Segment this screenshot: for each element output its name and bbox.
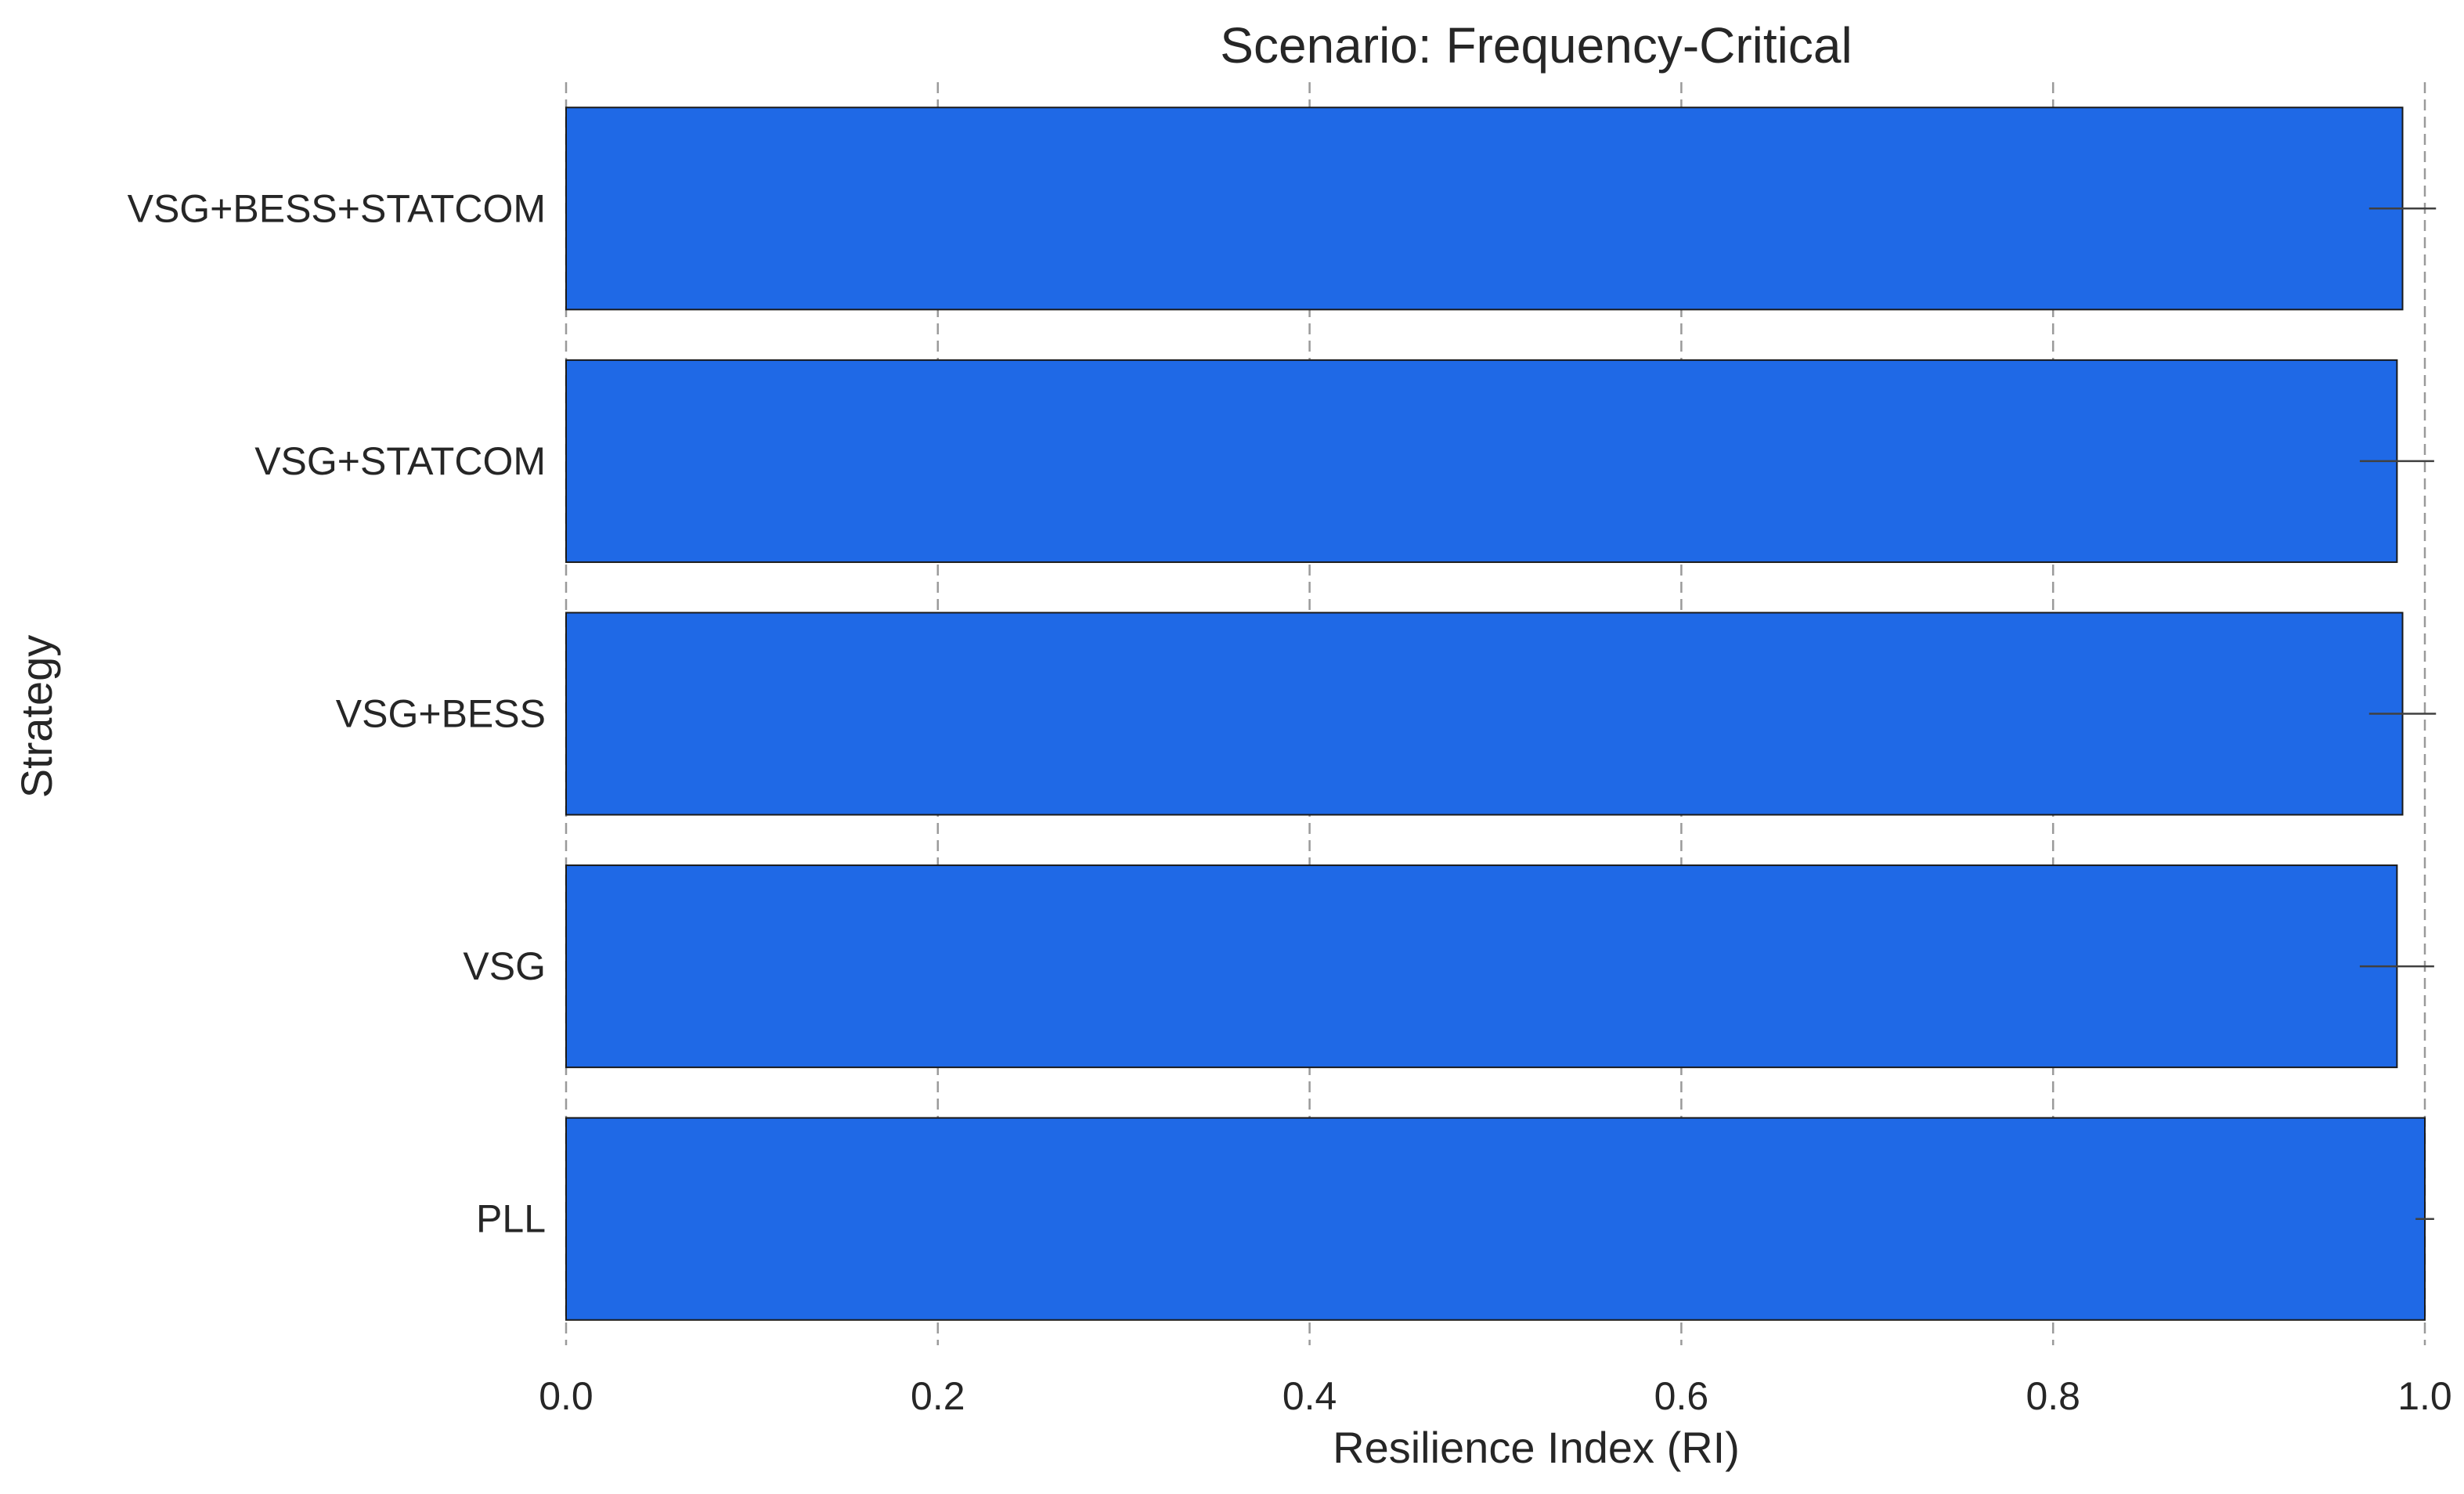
bar [565, 612, 2404, 816]
y-tick-label: VSG+STATCOM [254, 439, 546, 483]
error-bars [2359, 208, 2437, 1220]
x-tick-label: 0.8 [2026, 1374, 2080, 1418]
y-tick-label: PLL [476, 1197, 546, 1241]
bar [565, 106, 2404, 311]
y-tick-label: VSG [463, 944, 546, 988]
chart-title: Scenario: Frequency-Critical [1220, 17, 1852, 74]
y-tick-label: VSG+BESS [336, 692, 546, 736]
y-axis-title: Strategy [12, 635, 61, 799]
x-tick-label: 1.0 [2397, 1374, 2452, 1418]
x-tick-label: 0.6 [1654, 1374, 1709, 1418]
x-tick-label: 0.0 [539, 1374, 593, 1418]
x-tick-labels: 0.0 0.2 0.4 0.6 0.8 1.0 [539, 1374, 2452, 1418]
bar [565, 1117, 2426, 1321]
y-tick-labels: VSG+BESS+STATCOM VSG+STATCOM VSG+BESS VSG PL… [128, 186, 546, 1240]
bar [565, 359, 2398, 563]
bars [565, 106, 2426, 1321]
bar [565, 864, 2398, 1069]
x-tick-label: 0.2 [911, 1374, 965, 1418]
x-tick-label: 0.4 [1283, 1374, 1337, 1418]
x-axis-title: Resilience Index (RI) [1333, 1423, 1740, 1472]
y-tick-label: VSG+BESS+STATCOM [128, 186, 546, 230]
